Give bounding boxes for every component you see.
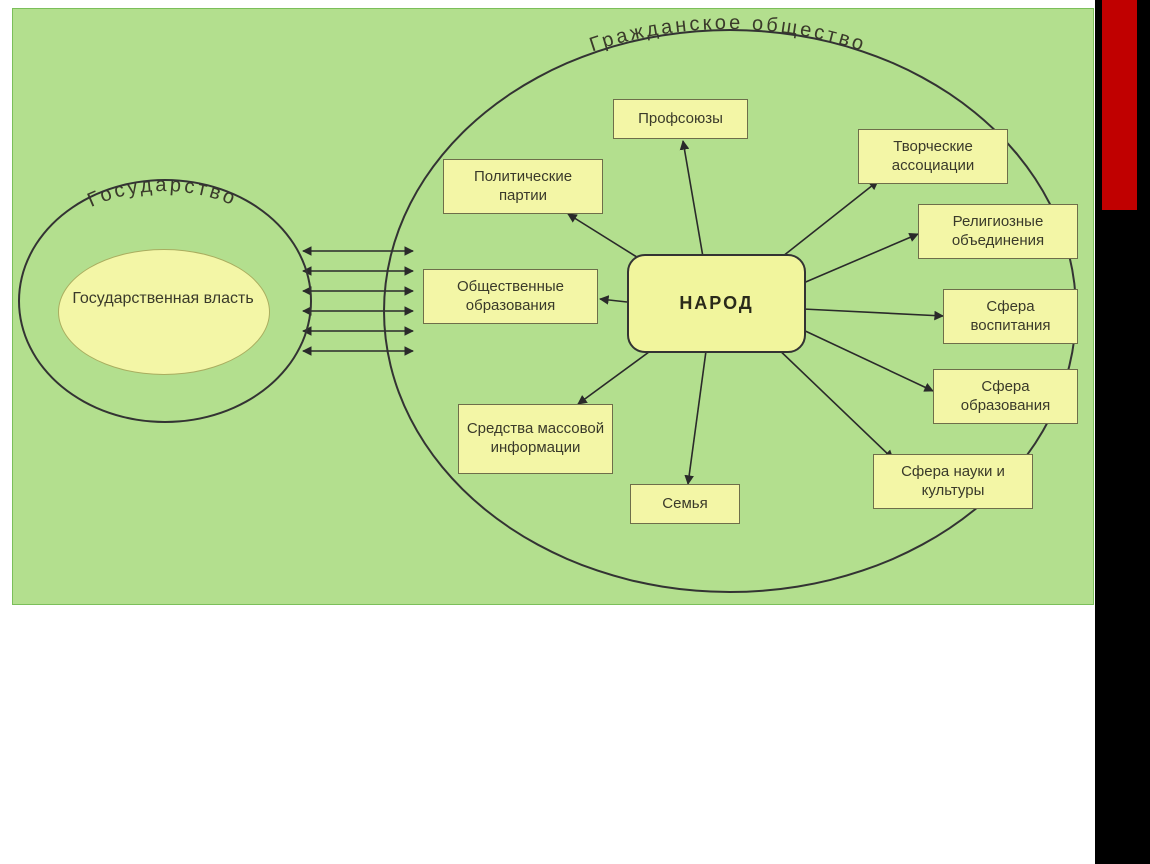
node-public-edu: Общественные образования [423,269,598,324]
node-label: Общественные образования [430,278,591,316]
node-label: Профсоюзы [638,110,723,129]
node-label: Средства массовой информации [465,420,606,458]
node-creative: Творческие ассоциации [858,129,1008,184]
center-node-people: НАРОД [627,254,806,353]
state-power-label: Государственная власть [66,289,260,310]
node-parties: Политические партии [443,159,603,214]
node-religious: Религиозные объединения [918,204,1078,259]
node-family: Семья [630,484,740,524]
node-label: Творческие ассоциации [865,138,1001,176]
node-label: Сфера науки и культуры [880,463,1026,501]
node-unions: Профсоюзы [613,99,748,139]
node-label: Сфера воспитания [950,298,1071,336]
state-inner-ellipse [58,249,270,375]
right-red-bar [1102,0,1137,210]
center-node-label: НАРОД [679,293,753,314]
node-education: Сфера образования [933,369,1078,424]
state-power-text: Государственная власть [72,290,253,307]
node-label: Политические партии [450,168,596,206]
node-media: Средства массовой информации [458,404,613,474]
node-label: Религиозные объединения [925,213,1071,251]
node-label: Сфера образования [940,378,1071,416]
node-label: Семья [662,495,707,514]
diagram-area: Государство Гражданское общество Государ… [12,8,1094,605]
stage: Государство Гражданское общество Государ… [0,0,1150,864]
node-upbringing: Сфера воспитания [943,289,1078,344]
node-science: Сфера науки и культуры [873,454,1033,509]
